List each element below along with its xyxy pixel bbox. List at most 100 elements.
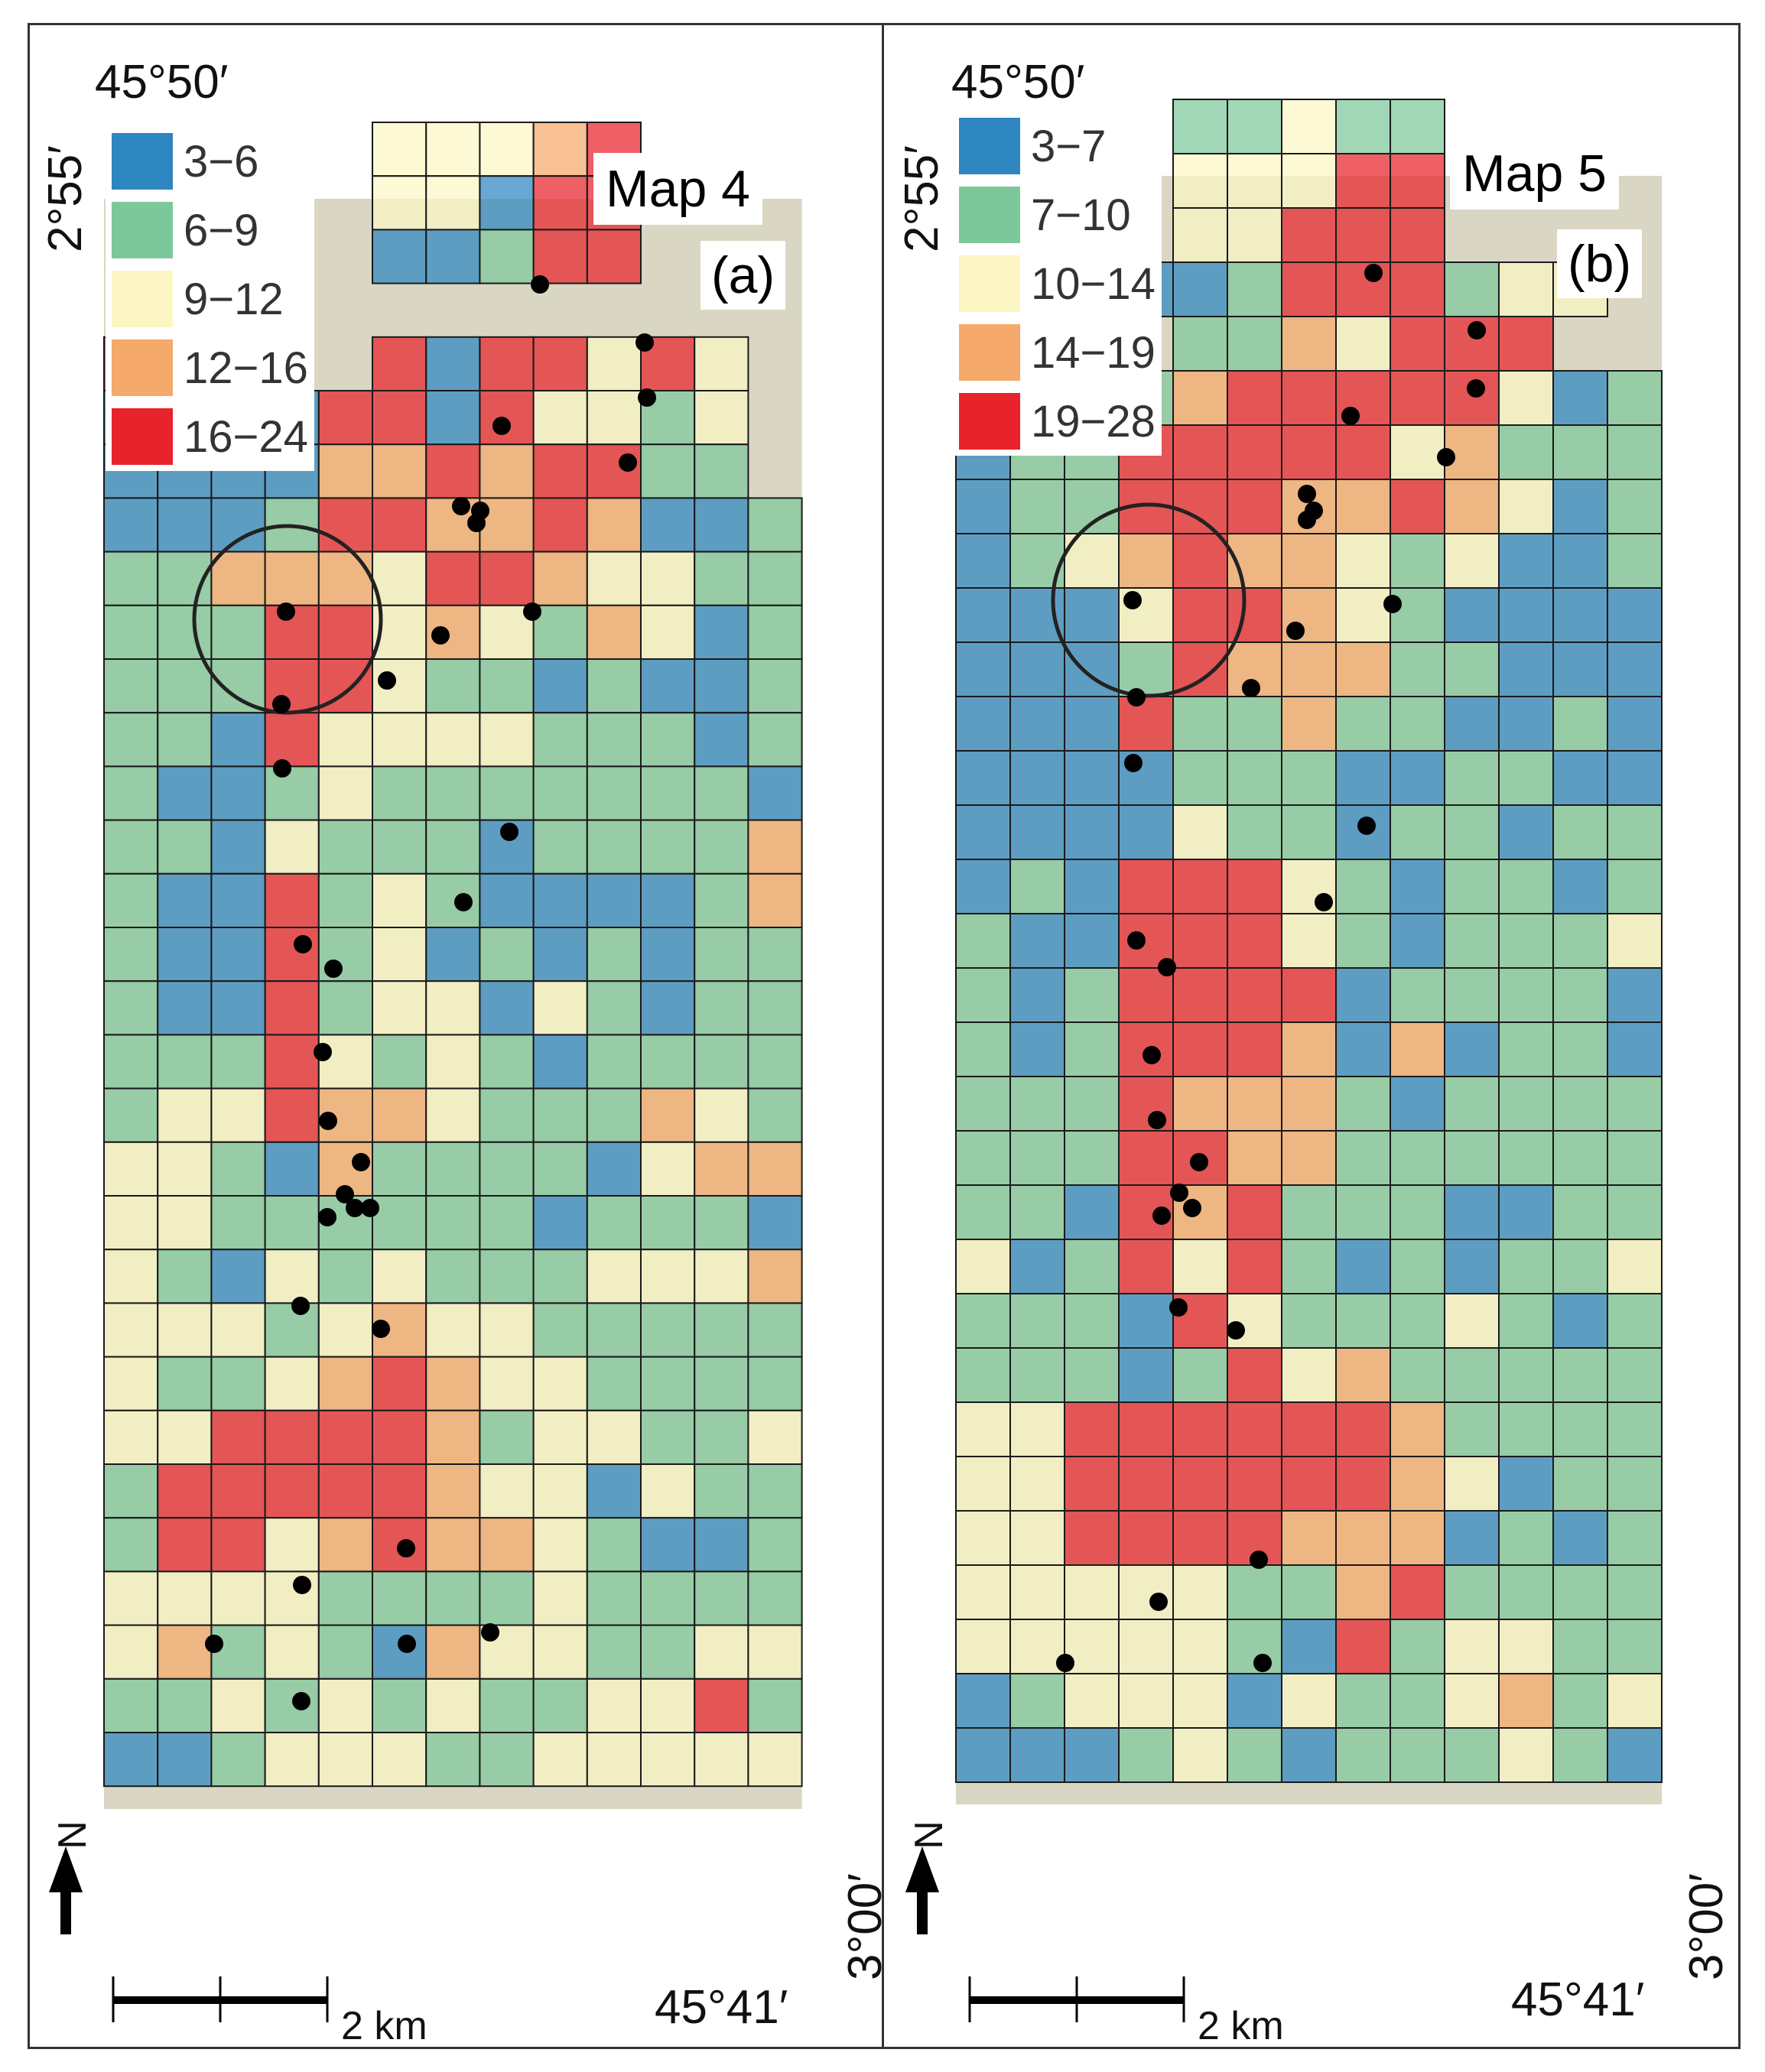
grid-cell: [1607, 1076, 1663, 1132]
grid-cell: [1281, 967, 1337, 1023]
map-4-grid: [49, 122, 803, 2022]
grid-cell: [1118, 1293, 1174, 1349]
grid-cell: [1227, 913, 1282, 969]
panel-sublabel: (b): [1557, 229, 1643, 298]
grid-cell: [1498, 316, 1554, 372]
legend-label: 12−16: [184, 343, 308, 393]
grid-cell: [1498, 587, 1554, 643]
grid-cell: [532, 1677, 588, 1734]
grid-cell: [479, 1732, 535, 1788]
grid-cell: [1444, 641, 1500, 697]
grid-cell: [1335, 479, 1391, 534]
grid-cell: [372, 1409, 427, 1466]
grid-cell: [157, 1570, 213, 1626]
grid-cell: [1444, 913, 1500, 969]
grid-cell: [210, 1517, 266, 1573]
vent-point: [272, 695, 291, 713]
grid-cell: [694, 1141, 749, 1197]
grid-cell: [532, 497, 588, 553]
grid-cell: [586, 712, 642, 768]
grid-cell: [532, 1732, 588, 1788]
grid-cell: [1335, 1619, 1391, 1674]
grid-cell: [747, 1034, 803, 1090]
grid-cell: [317, 390, 373, 446]
grid-cell: [1227, 424, 1282, 480]
grid-cell: [1607, 1239, 1663, 1294]
grid-cell: [640, 927, 696, 982]
grid-cell: [1118, 696, 1174, 752]
grid-cell: [640, 1624, 696, 1680]
vent-point: [431, 626, 450, 645]
grid-cell: [425, 1034, 481, 1090]
grid-cell: [103, 1195, 159, 1251]
grid-cell: [1498, 1293, 1554, 1349]
grid-cell: [264, 1195, 320, 1251]
grid-cell: [532, 980, 588, 1036]
grid-cell: [1552, 533, 1608, 589]
grid-cell: [532, 1570, 588, 1626]
grid-cell: [694, 1463, 749, 1519]
vent-point: [481, 1623, 499, 1642]
grid-cell: [1172, 99, 1228, 154]
grid-cell: [1552, 1076, 1608, 1132]
grid-cell: [586, 1034, 642, 1090]
grid-cell: [264, 1302, 320, 1358]
grid-cell: [1227, 1021, 1282, 1077]
vent-point: [1143, 1046, 1161, 1064]
grid-cell: [1444, 1673, 1500, 1729]
grid-cell: [1444, 750, 1500, 806]
grid-cell: [479, 229, 535, 284]
grid-cell: [103, 765, 159, 821]
grid-cell: [1335, 1401, 1391, 1457]
grid-cell: [425, 1141, 481, 1197]
grid-cell: [640, 1732, 696, 1788]
grid-cell: [1498, 1021, 1554, 1077]
grid-cell: [640, 1195, 696, 1251]
grid-cell: [1064, 587, 1120, 643]
legend-item: 6−9: [112, 196, 308, 265]
grid-cell: [372, 927, 427, 982]
grid-cell: [210, 1624, 266, 1680]
grid-cell: [425, 1570, 481, 1626]
grid-cell: [586, 1570, 642, 1626]
legend-item: 12−16: [112, 333, 308, 402]
grid-cell: [1335, 1130, 1391, 1186]
grid-cell: [1227, 1239, 1282, 1294]
legend-swatch: [959, 255, 1020, 312]
grid-cell: [103, 1034, 159, 1090]
grid-cell: [694, 443, 749, 499]
grid-cell: [317, 1249, 373, 1304]
grid-cell: [1009, 1184, 1065, 1240]
grid-cell: [157, 765, 213, 821]
grid-cell: [1607, 696, 1663, 752]
grid-cell: [1064, 1401, 1120, 1457]
grid-cell: [694, 1677, 749, 1734]
grid-cell: [1498, 1727, 1554, 1783]
grid-cell: [1552, 1619, 1608, 1674]
grid-cell: [210, 872, 266, 929]
grid-cell: [317, 1517, 373, 1573]
grid-cell: [372, 1677, 427, 1734]
grid-cell: [1390, 424, 1445, 480]
grid-cell: [425, 1624, 481, 1680]
vent-point: [1286, 622, 1305, 640]
grid-cell: [694, 819, 749, 875]
grid-cell: [532, 390, 588, 446]
grid-cell: [747, 872, 803, 929]
grid-cell: [586, 443, 642, 499]
grid-cell: [479, 1463, 535, 1519]
grid-cell: [586, 1732, 642, 1788]
grid-cell: [1390, 533, 1445, 589]
grid-cell: [694, 712, 749, 768]
grid-cell: [264, 712, 320, 768]
grid-cell: [1227, 750, 1282, 806]
grid-cell: [1552, 804, 1608, 860]
grid-cell: [1444, 1130, 1500, 1186]
grid-cell: [157, 927, 213, 982]
grid-cell: [1607, 967, 1663, 1023]
grid-cell: [1444, 1239, 1500, 1294]
grid-cell: [1172, 696, 1228, 752]
vent-point: [523, 602, 541, 621]
grid-cell: [264, 1034, 320, 1090]
vent-point: [372, 1320, 390, 1338]
